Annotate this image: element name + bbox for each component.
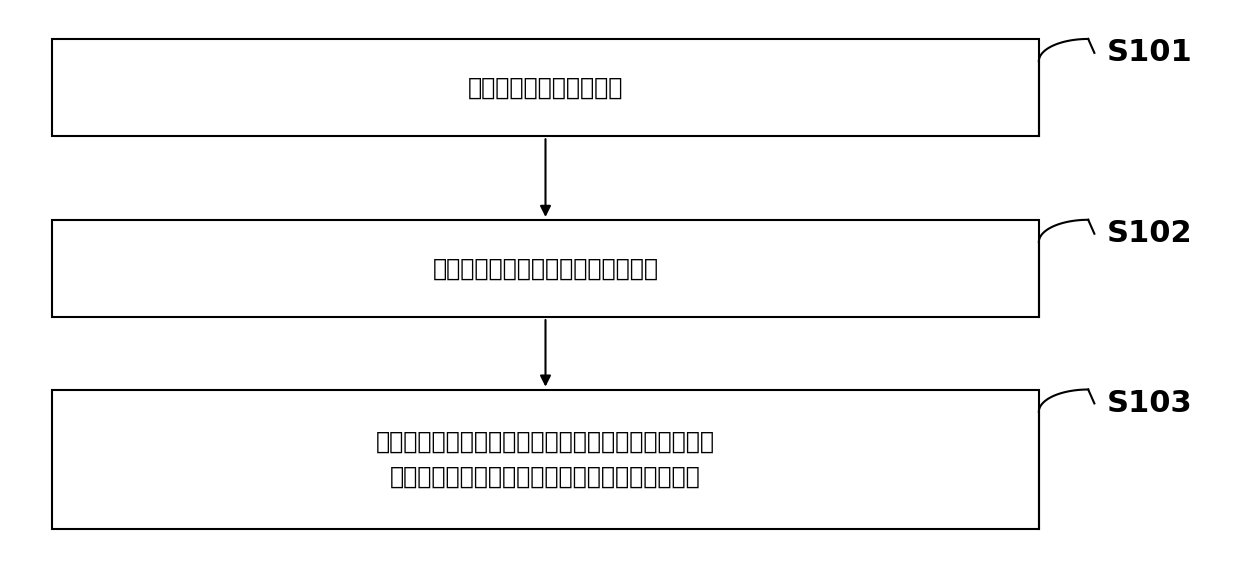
Text: 对影响阀室间距的相关因素进行计算: 对影响阀室间距的相关因素进行计算: [432, 256, 658, 280]
FancyBboxPatch shape: [52, 389, 1038, 529]
Text: S102: S102: [1106, 219, 1192, 248]
Text: 输气管道基础参数的收集: 输气管道基础参数的收集: [468, 76, 623, 99]
FancyBboxPatch shape: [52, 220, 1038, 317]
Text: 计算得到的参数值代入到不同的地区等级的管道线路截
断阀室间距计算公式中，最终确定阀室的最优间距: 计算得到的参数值代入到不同的地区等级的管道线路截 断阀室间距计算公式中，最终确定…: [375, 429, 715, 489]
Text: S101: S101: [1106, 38, 1192, 67]
Text: S103: S103: [1106, 389, 1192, 418]
FancyBboxPatch shape: [52, 39, 1038, 137]
